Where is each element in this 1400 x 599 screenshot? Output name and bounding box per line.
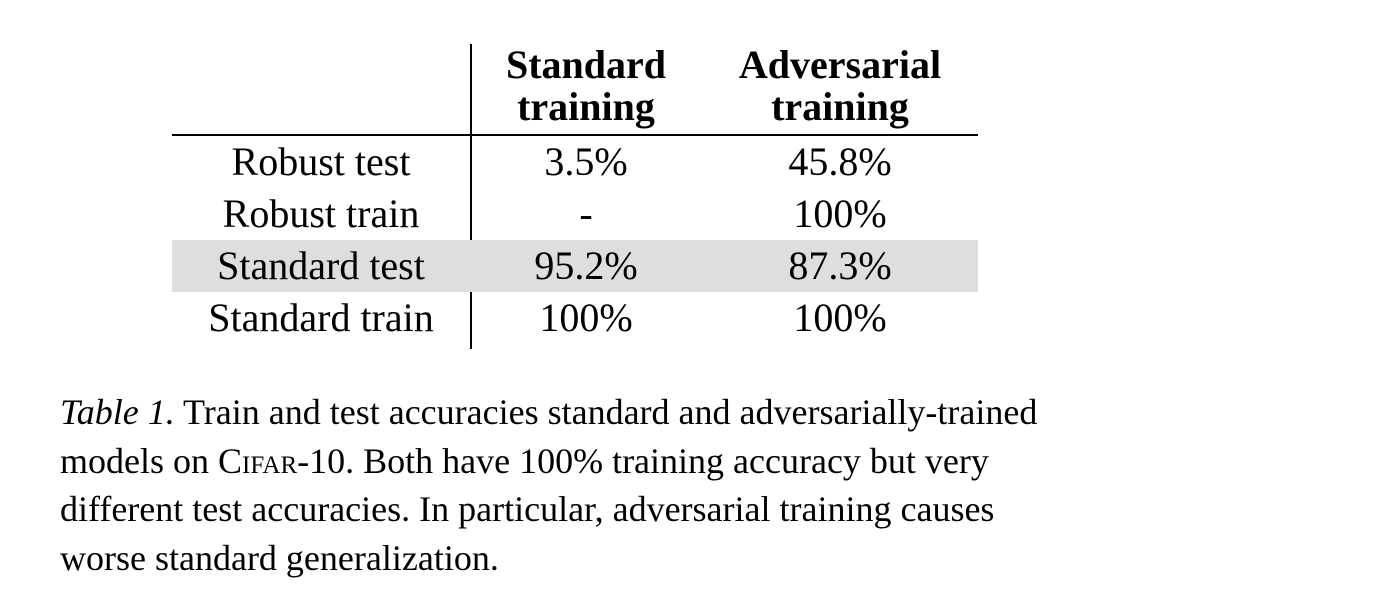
cell-adversarial-training: 87.3% xyxy=(788,243,892,288)
row-label: Standard test xyxy=(217,243,425,288)
caption-line: different test accuracies. In particular… xyxy=(60,489,995,529)
caption-text: Train and test accuracies standard and a… xyxy=(174,392,1038,432)
row-label: Standard train xyxy=(208,295,434,340)
column-header-line: Adversarial xyxy=(738,42,942,87)
cell-adversarial-training: 45.8% xyxy=(788,139,892,184)
dataset-name: Cifar-10 xyxy=(218,440,346,481)
table-row: Robust test 3.5% 45.8% xyxy=(172,136,978,188)
column-header-standard-training: Standard training xyxy=(472,44,700,128)
cell-standard-training: 3.5% xyxy=(544,139,628,184)
column-header-line: training xyxy=(771,84,909,129)
cell-standard-training: 95.2% xyxy=(534,243,638,288)
column-header-line: Standard xyxy=(505,42,667,87)
cell-standard-training: 100% xyxy=(539,295,633,340)
caption-text: . Both have 100% training accuracy but v… xyxy=(345,440,989,481)
vertical-rule xyxy=(470,44,472,349)
table-row: Robust train - 100% xyxy=(172,188,978,240)
table-body: Robust test 3.5% 45.8% Robust train - 10… xyxy=(172,136,978,344)
cell-adversarial-training: 100% xyxy=(793,295,887,340)
table-row: Standard train 100% 100% xyxy=(172,292,978,344)
column-header-line: training xyxy=(517,84,655,129)
row-label: Robust train xyxy=(222,191,420,236)
row-label: Robust test xyxy=(231,139,411,184)
cell-adversarial-training: 100% xyxy=(793,191,887,236)
table-header: Standard training Adversarial training xyxy=(172,44,978,136)
caption-line: models on Cifar-10. Both have 100% train… xyxy=(60,437,1110,486)
table-caption: Table 1. Train and test accuracies stand… xyxy=(60,388,1110,582)
cell-standard-training: - xyxy=(579,191,593,236)
caption-line: worse standard generalization. xyxy=(60,537,499,578)
column-header-adversarial-training: Adversarial training xyxy=(712,44,968,128)
table-number-label: Table 1. xyxy=(60,392,175,432)
caption-line: Table 1. Train and test accuracies stand… xyxy=(60,388,1110,437)
caption-text: models on xyxy=(60,440,218,481)
table-row: Standard test 95.2% 87.3% xyxy=(172,240,978,292)
results-table: Standard training Adversarial training R… xyxy=(172,44,978,349)
